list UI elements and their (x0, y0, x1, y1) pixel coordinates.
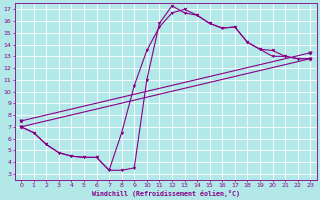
X-axis label: Windchill (Refroidissement éolien,°C): Windchill (Refroidissement éolien,°C) (92, 190, 240, 197)
